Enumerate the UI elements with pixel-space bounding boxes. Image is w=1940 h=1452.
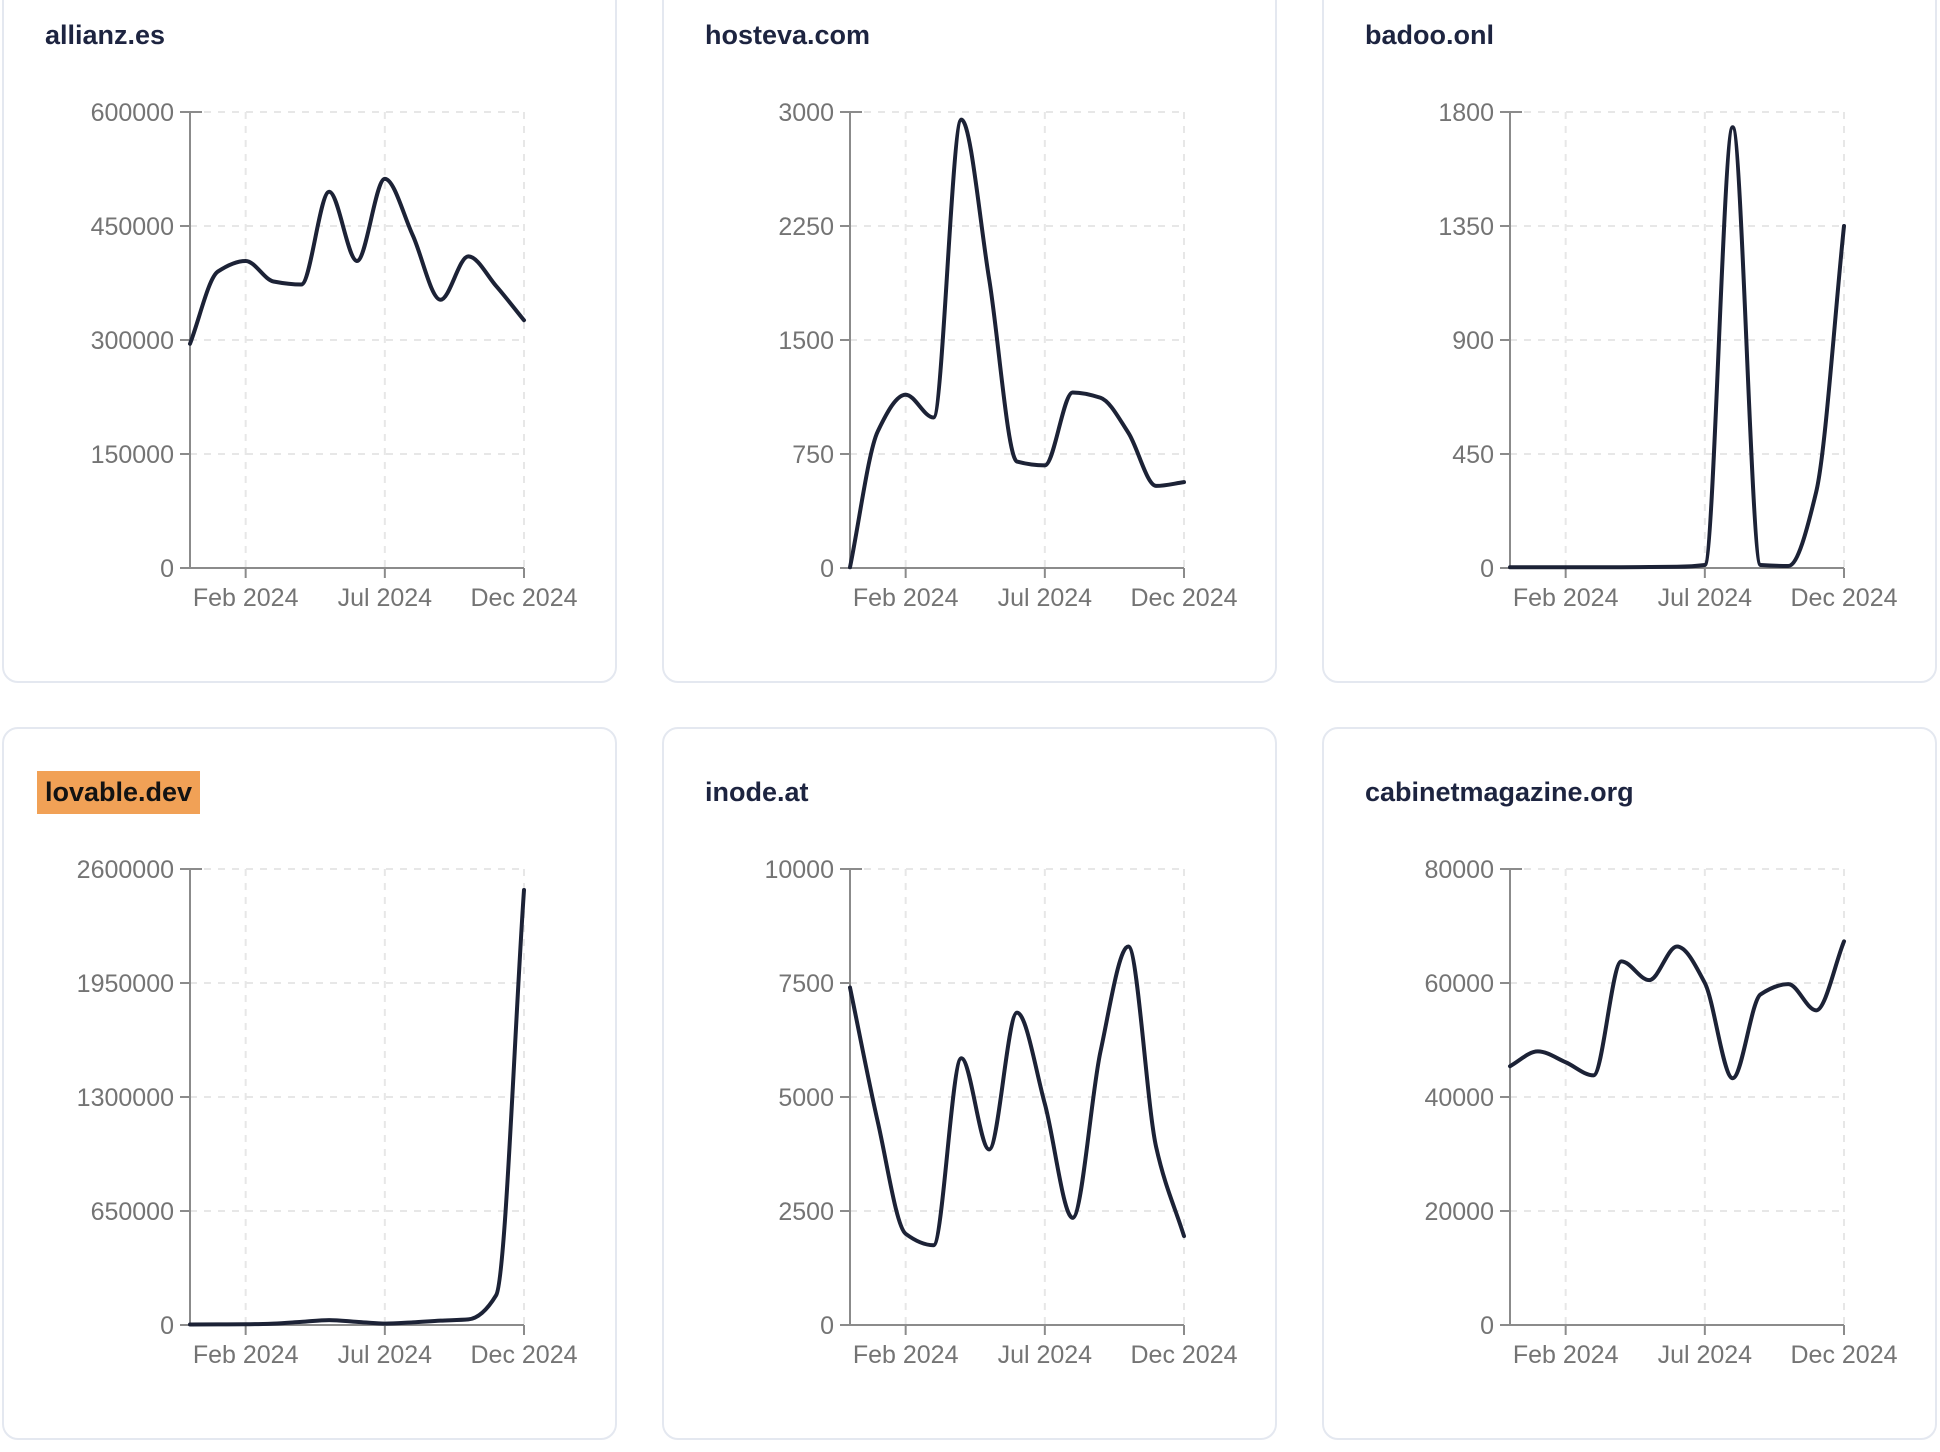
svg-text:Feb 2024: Feb 2024 (1513, 1341, 1619, 1369)
svg-text:0: 0 (160, 1312, 174, 1340)
svg-text:Feb 2024: Feb 2024 (853, 584, 959, 612)
svg-text:0: 0 (820, 555, 834, 583)
svg-text:Feb 2024: Feb 2024 (193, 584, 299, 612)
svg-text:750: 750 (792, 441, 834, 469)
chart-title-highlighted: lovable.dev (37, 771, 201, 815)
svg-text:80000: 80000 (1424, 856, 1494, 884)
svg-text:650000: 650000 (91, 1198, 174, 1226)
svg-text:2600000: 2600000 (77, 856, 174, 884)
chart-card-badoo-onl[interactable]: badoo.onl 0 450 900 1350 1800 Feb 2024 Jul 202… (1322, 0, 1937, 683)
svg-text:2500: 2500 (778, 1198, 834, 1226)
chart-title: cabinetmagazine.org (1365, 777, 1634, 807)
svg-text:Jul 2024: Jul 2024 (1658, 584, 1753, 612)
svg-text:1950000: 1950000 (77, 970, 174, 998)
svg-text:0: 0 (160, 555, 174, 583)
chart-card-cabinetmagazine-org[interactable]: cabinetmagazine.org 0 20000 40000 60000 8000… (1322, 727, 1937, 1440)
svg-text:1350: 1350 (1438, 213, 1494, 241)
traffic-line-chart: 0 650000 1300000 1950000 2600000 Feb 2024 Jul … (77, 856, 578, 1369)
svg-text:Dec 2024: Dec 2024 (470, 584, 577, 612)
svg-text:40000: 40000 (1424, 1084, 1494, 1112)
chart-title: allianz.es (45, 20, 166, 50)
svg-text:20000: 20000 (1424, 1198, 1494, 1226)
traffic-line-chart: 0 750 1500 2250 3000 Feb 2024 Jul 2024 Dec 2024 (778, 99, 1237, 612)
chart-card-lovable-dev[interactable]: lovable.dev 0 650000 1300000 1950000 2600000… (2, 727, 617, 1440)
svg-text:300000: 300000 (91, 327, 174, 355)
svg-text:450: 450 (1452, 441, 1494, 469)
svg-text:1800: 1800 (1438, 99, 1494, 127)
svg-text:600000: 600000 (91, 99, 174, 127)
svg-text:2250: 2250 (778, 213, 834, 241)
chart-card-inode-at[interactable]: inode.at 0 2500 5000 7500 10000 Feb 2024 Jul 2… (662, 727, 1277, 1440)
svg-text:3000: 3000 (778, 99, 834, 127)
svg-text:Dec 2024: Dec 2024 (1790, 1341, 1897, 1369)
chart-title: badoo.onl (1365, 20, 1494, 50)
traffic-line-chart: 0 20000 40000 60000 80000 Feb 2024 Jul 2024 Dec… (1424, 856, 1897, 1369)
svg-text:Dec 2024: Dec 2024 (1130, 1341, 1237, 1369)
svg-text:Jul 2024: Jul 2024 (998, 1341, 1093, 1369)
svg-text:1500: 1500 (778, 327, 834, 355)
svg-text:450000: 450000 (91, 213, 174, 241)
traffic-line-chart: 0 450 900 1350 1800 Feb 2024 Jul 2024 Dec 2024 (1438, 99, 1897, 612)
svg-text:Feb 2024: Feb 2024 (853, 1341, 959, 1369)
svg-text:0: 0 (1480, 1312, 1494, 1340)
traffic-line-chart: 0 150000 300000 450000 600000 Feb 2024 Jul 202… (91, 99, 578, 612)
svg-text:Jul 2024: Jul 2024 (338, 584, 433, 612)
chart-card-hosteva-com[interactable]: hosteva.com 0 750 1500 2250 3000 Feb 2024 Jul … (662, 0, 1277, 683)
svg-text:Dec 2024: Dec 2024 (1790, 584, 1897, 612)
svg-text:1300000: 1300000 (77, 1084, 174, 1112)
chart-title: hosteva.com (705, 20, 871, 50)
traffic-line-chart: 0 2500 5000 7500 10000 Feb 2024 Jul 2024 Dec 20… (764, 856, 1237, 1369)
svg-text:Jul 2024: Jul 2024 (1658, 1341, 1753, 1369)
svg-text:150000: 150000 (91, 441, 174, 469)
svg-text:Feb 2024: Feb 2024 (193, 1341, 299, 1369)
svg-text:Feb 2024: Feb 2024 (1513, 584, 1619, 612)
svg-text:60000: 60000 (1424, 970, 1494, 998)
chart-card-allianz-es[interactable]: allianz.es 0 150000 300000 450000 600000 Feb … (2, 0, 617, 683)
chart-title: inode.at (705, 777, 809, 807)
svg-text:Dec 2024: Dec 2024 (1130, 584, 1237, 612)
svg-text:Jul 2024: Jul 2024 (998, 584, 1093, 612)
svg-text:5000: 5000 (778, 1084, 834, 1112)
svg-text:0: 0 (820, 1312, 834, 1340)
svg-text:10000: 10000 (764, 856, 834, 884)
svg-text:Jul 2024: Jul 2024 (338, 1341, 433, 1369)
svg-text:7500: 7500 (778, 970, 834, 998)
svg-text:Dec 2024: Dec 2024 (470, 1341, 577, 1369)
svg-text:0: 0 (1480, 555, 1494, 583)
svg-text:900: 900 (1452, 327, 1494, 355)
